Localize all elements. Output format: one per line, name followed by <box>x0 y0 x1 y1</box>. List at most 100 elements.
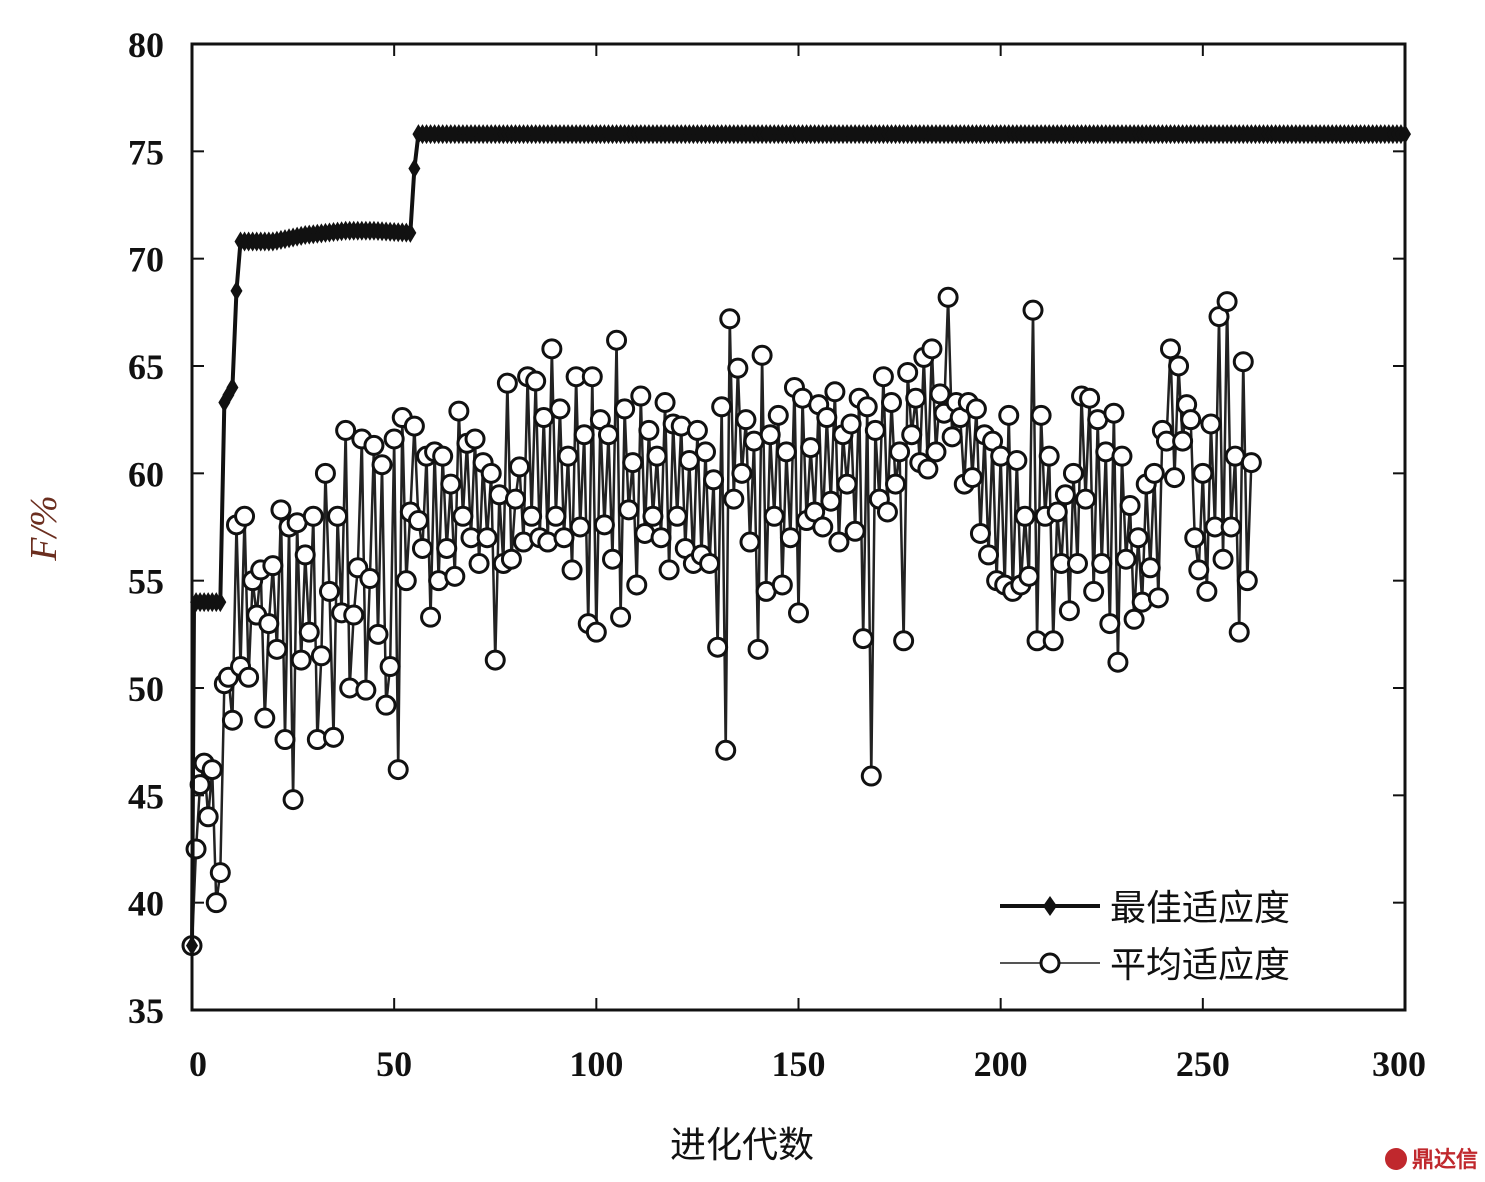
data-point-avg <box>440 473 462 495</box>
watermark: 鼎达信 <box>1385 1147 1478 1173</box>
data-point-avg <box>699 552 721 574</box>
data-point-avg <box>1143 462 1165 484</box>
data-point-avg <box>747 638 769 660</box>
data-point-best <box>186 935 198 956</box>
data-point-avg <box>387 759 409 781</box>
data-point-avg <box>719 308 741 330</box>
data-point-avg <box>363 434 385 456</box>
data-point-avg <box>1018 565 1040 587</box>
data-point-avg <box>593 514 615 536</box>
data-point-avg <box>573 424 595 446</box>
data-point-avg <box>420 606 442 628</box>
data-point-avg <box>504 488 526 510</box>
data-point-avg <box>310 645 332 667</box>
y-tick-label: 65 <box>128 347 164 387</box>
data-point-avg <box>1236 570 1258 592</box>
data-point-avg <box>695 441 717 463</box>
data-point-avg <box>650 527 672 549</box>
data-point-avg <box>618 499 640 521</box>
data-point-avg <box>569 516 591 538</box>
data-point-avg <box>1180 409 1202 431</box>
data-point-avg <box>703 469 725 491</box>
data-point-avg <box>1107 651 1129 673</box>
data-point-avg <box>1075 488 1097 510</box>
data-point-avg <box>816 407 838 429</box>
x-tick-label: 100 <box>569 1044 623 1084</box>
data-point-avg <box>614 398 636 420</box>
legend-label-best: 最佳适应度 <box>1110 888 1290 929</box>
watermark-text: 鼎达信 <box>1412 1147 1478 1173</box>
data-point-avg <box>998 404 1020 426</box>
legend-label-avg: 平均适应度 <box>1110 945 1290 986</box>
data-point-avg <box>723 488 745 510</box>
data-point-avg <box>925 441 947 463</box>
data-point-avg <box>367 623 389 645</box>
data-point-avg <box>880 391 902 413</box>
data-point-avg <box>500 548 522 570</box>
data-point-avg <box>715 739 737 761</box>
data-point-avg <box>735 409 757 431</box>
data-point-avg <box>205 892 227 914</box>
data-point-avg <box>553 527 575 549</box>
data-point-avg <box>1038 445 1060 467</box>
y-tick-label: 70 <box>128 240 164 280</box>
data-point-avg <box>209 862 231 884</box>
circle-marker-icon <box>1039 952 1061 974</box>
data-point-avg <box>1200 413 1222 435</box>
data-point-avg <box>448 400 470 422</box>
x-tick-label: 200 <box>974 1044 1028 1084</box>
data-point-avg <box>597 424 619 446</box>
legend-item-best: 最佳适应度 <box>1000 888 1290 929</box>
data-point-avg <box>1196 580 1218 602</box>
data-point-avg <box>731 462 753 484</box>
legend: 最佳适应度 平均适应度 <box>1000 888 1290 986</box>
y-tick-label: 40 <box>128 884 164 924</box>
data-point-avg <box>1006 449 1028 471</box>
data-point-avg <box>686 419 708 441</box>
data-point-avg <box>759 424 781 446</box>
y-tick-label: 50 <box>128 669 164 709</box>
data-point-avg <box>1042 630 1064 652</box>
data-point-avg <box>824 381 846 403</box>
data-point-avg <box>262 555 284 577</box>
data-point-avg <box>1127 527 1149 549</box>
data-point-avg <box>403 415 425 437</box>
data-point-avg <box>885 473 907 495</box>
data-point-avg <box>545 505 567 527</box>
data-point-avg <box>444 565 466 587</box>
data-point-avg <box>557 445 579 467</box>
data-point-avg <box>234 505 256 527</box>
data-point-avg <box>379 656 401 678</box>
data-point-avg <box>407 510 429 532</box>
y-tick-label: 60 <box>128 454 164 494</box>
data-point-avg <box>1091 552 1113 574</box>
data-point-avg <box>1212 548 1234 570</box>
data-point-avg <box>525 370 547 392</box>
data-point-avg <box>1099 613 1121 635</box>
data-point-avg <box>626 574 648 596</box>
data-point-avg <box>727 357 749 379</box>
data-point-avg <box>1192 462 1214 484</box>
data-point-avg <box>771 574 793 596</box>
data-point-avg <box>856 396 878 418</box>
y-tick-label: 75 <box>128 132 164 172</box>
data-point-avg <box>1168 355 1190 377</box>
data-point-avg <box>828 531 850 553</box>
data-point-avg <box>432 445 454 467</box>
data-point-avg <box>266 638 288 660</box>
data-point-avg <box>359 568 381 590</box>
data-point-avg <box>654 391 676 413</box>
data-point-avg <box>476 527 498 549</box>
data-point-avg <box>678 449 700 471</box>
data-point-avg <box>1228 621 1250 643</box>
data-point-avg <box>323 726 345 748</box>
diamond-marker-icon <box>1043 896 1057 916</box>
y-tick-label: 45 <box>128 776 164 816</box>
data-point-avg <box>844 520 866 542</box>
data-point-avg <box>788 602 809 624</box>
data-point-avg <box>221 709 243 731</box>
data-point-avg <box>561 559 583 581</box>
data-point-avg <box>314 462 336 484</box>
data-point-avg <box>1164 467 1186 489</box>
tick-labels: 0 50 100 150 200 250 300 35 40 45 50 55 60 65 70 75 80 <box>128 25 1426 1084</box>
